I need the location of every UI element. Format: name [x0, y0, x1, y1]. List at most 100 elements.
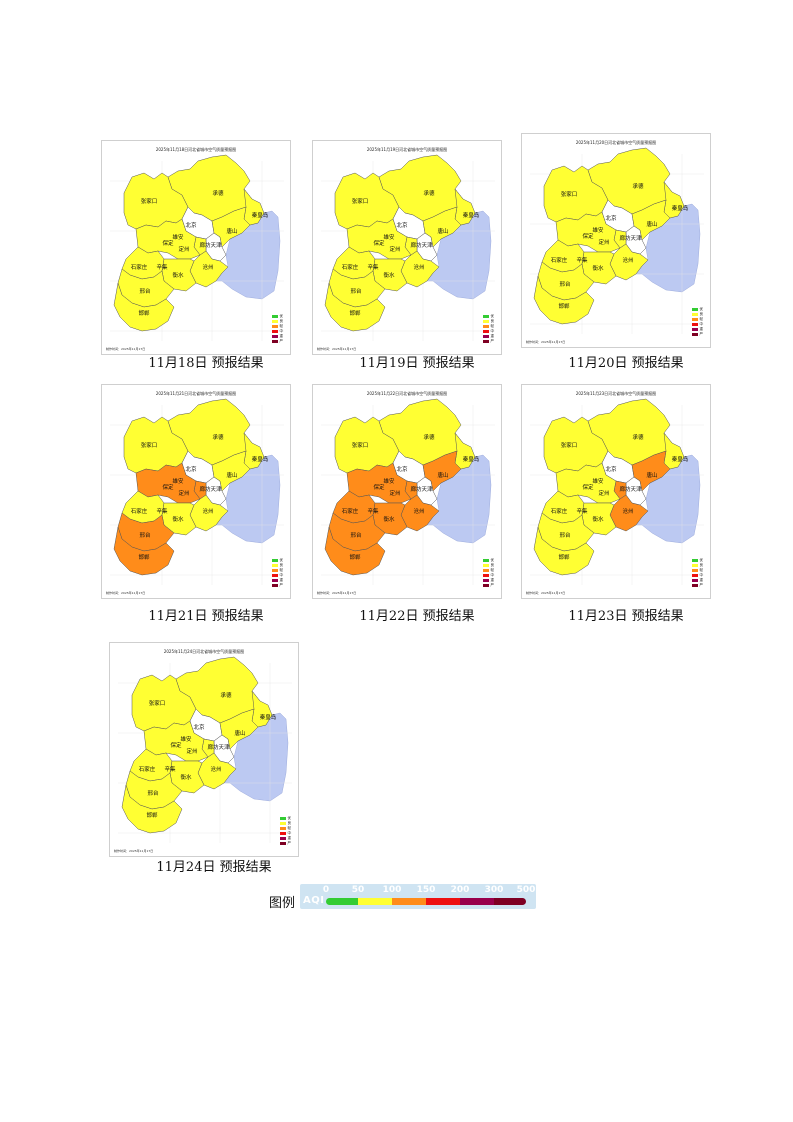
legend-swatch	[483, 569, 489, 572]
legend-text: 严	[287, 841, 292, 845]
region-label-qinhuangdao: 秦皇岛	[251, 457, 269, 463]
legend-swatch	[483, 330, 489, 333]
map-title: 2025年11月24日河北省城市空气质量预报图	[163, 649, 245, 654]
legend-item: 轻	[483, 324, 497, 329]
region-label-tangshan: 唐山	[646, 473, 658, 479]
legend-item: 轻	[272, 568, 286, 573]
legend-item: 良	[483, 319, 497, 324]
region-label-hengshui: 衡水	[383, 273, 395, 279]
region-handan	[324, 526, 386, 576]
region-label-langfang: 廊坊	[207, 745, 219, 751]
forecast-map-panel: 2025年11月23日河北省城市空气质量预报图 张家口 承德 秦皇岛 北京 天津 唐山 廊坊 保…	[521, 384, 711, 599]
map-legend: 优良轻中重严	[692, 307, 706, 337]
region-label-tianjin: 天津	[210, 243, 222, 249]
map-footnote: 制作时间：2025年11月17日	[317, 591, 357, 595]
region-label-xingtai: 邢台	[559, 533, 571, 539]
legend-text: 良	[279, 319, 284, 323]
legend-item: 轻	[692, 568, 706, 573]
legend-text: 严	[699, 332, 704, 336]
aqi-tick: 50	[351, 885, 365, 895]
legend-item: 严	[483, 339, 497, 344]
legend-text: 重	[279, 334, 284, 338]
region-label-langfang: 廊坊	[619, 236, 631, 242]
legend-item: 重	[272, 334, 286, 339]
region-label-hengshui: 衡水	[592, 266, 604, 272]
legend-item: 严	[692, 583, 706, 588]
region-handan	[121, 784, 183, 834]
legend-swatch	[272, 325, 278, 328]
legend-text: 良	[490, 319, 495, 323]
legend-item: 轻	[280, 826, 294, 831]
region-label-beijing: 北京	[185, 467, 197, 473]
region-label-baoding: 保定	[373, 485, 385, 491]
region-label-cangzhou: 沧州	[413, 509, 425, 515]
region-label-zhangjiakou: 张家口	[351, 199, 369, 205]
legend-swatch	[280, 837, 286, 840]
aqi-tick: 500	[516, 885, 536, 895]
legend-item: 轻	[692, 317, 706, 322]
legend-item: 重	[483, 334, 497, 339]
legend-swatch	[692, 569, 698, 572]
region-label-xiongan: 雄安	[172, 479, 184, 485]
legend-swatch	[483, 325, 489, 328]
region-label-hengshui: 衡水	[172, 517, 184, 523]
region-tangshan	[422, 450, 462, 492]
legend-swatch	[692, 584, 698, 587]
legend-item: 轻	[272, 324, 286, 329]
region-label-handan: 邯郸	[349, 311, 361, 317]
legend-item: 优	[272, 558, 286, 563]
region-label-beijing: 北京	[605, 216, 617, 222]
region-label-cangzhou: 沧州	[622, 258, 634, 264]
region-label-shijiazhuang: 石家庄	[550, 258, 568, 264]
forecast-map-panel: 2025年11月21日河北省城市空气质量预报图 张家口 承德 秦皇岛 北京 天津 唐山 廊坊 保…	[101, 384, 291, 599]
region-label-qinhuangdao: 秦皇岛	[462, 457, 480, 463]
legend-swatch	[483, 340, 489, 343]
region-label-xiongan: 雄安	[172, 235, 184, 241]
legend-text: 优	[279, 314, 284, 318]
legend-swatch	[280, 842, 286, 845]
legend-item: 中	[483, 329, 497, 334]
legend-swatch	[483, 584, 489, 587]
region-label-dingzhou: 定州	[178, 491, 190, 497]
legend-text: 中	[287, 831, 292, 835]
legend-swatch	[483, 579, 489, 582]
legend-label: 图例	[269, 896, 296, 911]
region-label-chengde: 承德	[212, 435, 224, 441]
aqi-tick: 0	[322, 885, 330, 895]
hebei-map	[118, 656, 292, 843]
legend-text: 轻	[699, 317, 704, 321]
aqi-segment-severe	[494, 898, 526, 905]
map-title: 2025年11月21日河北省城市空气质量预报图	[155, 391, 237, 396]
aqi-color-scale: AQI 0 50 100 150 200 300 500	[300, 884, 536, 909]
region-handan	[533, 526, 595, 576]
region-label-tangshan: 唐山	[437, 473, 449, 479]
aqi-tick: 200	[450, 885, 470, 895]
map-footnote: 制作时间：2025年11月17日	[106, 591, 146, 595]
legend-text: 优	[699, 558, 704, 562]
region-label-qinhuangdao: 秦皇岛	[259, 715, 277, 721]
legend-text: 严	[490, 583, 495, 587]
region-label-xingtai: 邢台	[139, 289, 151, 295]
legend-swatch	[692, 564, 698, 567]
region-label-beijing: 北京	[193, 725, 205, 731]
legend-text: 轻	[287, 826, 292, 830]
region-tangshan	[631, 199, 671, 241]
legend-text: 轻	[490, 568, 495, 572]
region-label-cangzhou: 沧州	[202, 265, 214, 271]
hebei-map	[110, 398, 284, 585]
region-label-hengshui: 衡水	[172, 273, 184, 279]
legend-text: 严	[699, 583, 704, 587]
region-label-handan: 邯郸	[558, 555, 570, 561]
legend-swatch	[272, 559, 278, 562]
region-label-beijing: 北京	[185, 223, 197, 229]
region-label-zhangjiakou: 张家口	[560, 192, 578, 198]
legend-text: 良	[287, 821, 292, 825]
map-caption: 11月24日 预报结果	[156, 860, 272, 875]
region-label-beijing: 北京	[605, 467, 617, 473]
region-label-beijing: 北京	[396, 467, 408, 473]
map-caption: 11月18日 预报结果	[148, 356, 264, 371]
legend-item: 严	[272, 339, 286, 344]
region-label-tianjin: 天津	[210, 487, 222, 493]
legend-text: 重	[699, 327, 704, 331]
region-label-tianjin: 天津	[421, 487, 433, 493]
